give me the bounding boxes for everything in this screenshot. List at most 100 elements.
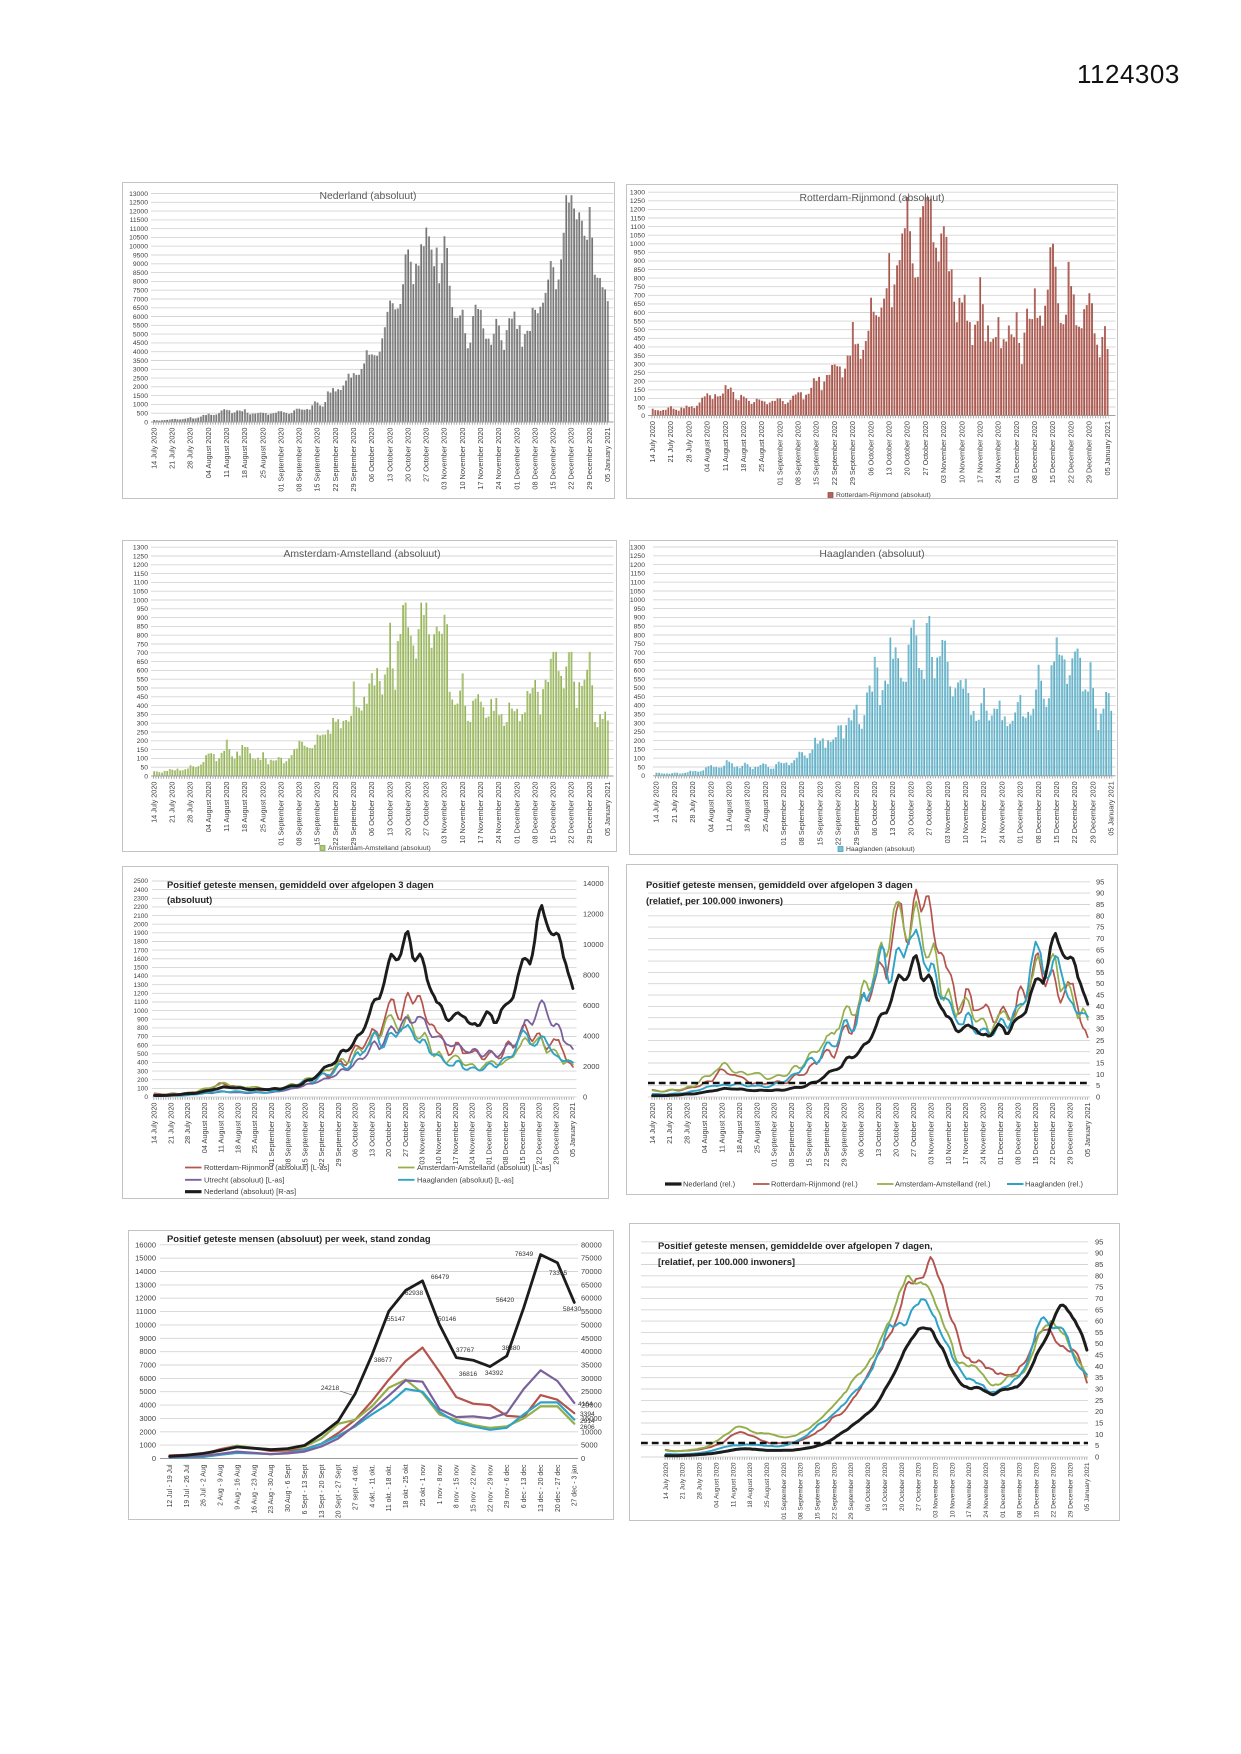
svg-text:Haaglanden (absoluut) [L-as]: Haaglanden (absoluut) [L-as]: [417, 1175, 514, 1184]
svg-text:900: 900: [634, 258, 646, 265]
svg-text:29 December 2020: 29 December 2020: [1067, 1462, 1074, 1518]
svg-text:66479: 66479: [431, 1274, 450, 1281]
svg-text:50: 50: [1095, 1339, 1103, 1348]
svg-text:45000: 45000: [581, 1334, 602, 1343]
svg-text:17 November 2020: 17 November 2020: [979, 781, 988, 843]
svg-text:18 August 2020: 18 August 2020: [747, 1462, 754, 1508]
svg-text:Nederland (absoluut): Nederland (absoluut): [319, 191, 416, 202]
svg-text:28 July 2020: 28 July 2020: [186, 428, 195, 469]
svg-text:200: 200: [137, 738, 149, 745]
svg-text:15 nov - 22 nov: 15 nov - 22 nov: [471, 1464, 478, 1512]
svg-text:3500: 3500: [133, 358, 148, 365]
svg-text:50146: 50146: [438, 1316, 457, 1323]
svg-text:25: 25: [1095, 1396, 1103, 1405]
svg-text:900: 900: [634, 615, 646, 622]
svg-text:2000: 2000: [133, 384, 148, 391]
svg-text:650: 650: [634, 659, 646, 666]
svg-text:1000: 1000: [139, 1441, 156, 1450]
svg-text:22 September 2020: 22 September 2020: [331, 782, 340, 846]
svg-text:13 October 2020: 13 October 2020: [367, 1103, 376, 1157]
svg-text:8500: 8500: [133, 270, 148, 277]
svg-text:850: 850: [634, 267, 646, 274]
svg-text:29 December 2020: 29 December 2020: [1066, 1103, 1075, 1165]
svg-text:17 November 2020: 17 November 2020: [961, 1103, 970, 1165]
svg-text:28 July 2020: 28 July 2020: [688, 781, 697, 822]
svg-text:450: 450: [137, 694, 149, 701]
svg-text:03 November 2020: 03 November 2020: [440, 428, 449, 490]
svg-text:08 December 2020: 08 December 2020: [530, 428, 539, 490]
svg-text:400: 400: [137, 703, 149, 710]
svg-text:11 August 2020: 11 August 2020: [725, 781, 734, 831]
svg-text:13 October 2020: 13 October 2020: [885, 421, 894, 475]
svg-text:12000: 12000: [135, 1294, 156, 1303]
svg-text:04 August 2020: 04 August 2020: [204, 782, 213, 833]
svg-text:24 November 2020: 24 November 2020: [494, 782, 503, 844]
svg-text:29 September 2020: 29 September 2020: [334, 1103, 343, 1167]
svg-text:06 October 2020: 06 October 2020: [866, 421, 875, 475]
svg-text:Amsterdam-Amstelland (absoluut: Amsterdam-Amstelland (absoluut) [L-as]: [417, 1163, 551, 1172]
svg-text:21 July 2020: 21 July 2020: [166, 1103, 175, 1144]
svg-text:08 September 2020: 08 September 2020: [295, 782, 304, 846]
svg-text:15 September 2020: 15 September 2020: [313, 428, 322, 492]
svg-text:28 July 2020: 28 July 2020: [684, 421, 693, 462]
svg-text:0: 0: [152, 1454, 156, 1463]
svg-text:22 September 2020: 22 September 2020: [831, 1462, 838, 1519]
svg-text:20 dec - 27 dec: 20 dec - 27 dec: [555, 1464, 562, 1512]
svg-text:2 Aug - 9 Aug: 2 Aug - 9 Aug: [218, 1464, 225, 1506]
svg-text:1250: 1250: [630, 553, 645, 560]
svg-text:15: 15: [1095, 1419, 1103, 1428]
svg-text:15 September 2020: 15 September 2020: [313, 782, 322, 846]
svg-text:95: 95: [1096, 877, 1104, 886]
svg-text:5000: 5000: [133, 331, 148, 338]
svg-text:60000: 60000: [581, 1294, 602, 1303]
svg-text:350: 350: [137, 712, 149, 719]
svg-text:28 July 2020: 28 July 2020: [683, 1103, 692, 1144]
svg-text:08 September 2020: 08 September 2020: [787, 1103, 796, 1167]
svg-text:550: 550: [634, 318, 646, 325]
svg-text:18 August 2020: 18 August 2020: [735, 1103, 744, 1154]
svg-text:06 October 2020: 06 October 2020: [351, 1103, 360, 1157]
svg-text:650: 650: [137, 659, 149, 666]
svg-text:27 October 2020: 27 October 2020: [909, 1103, 918, 1157]
svg-text:11 August 2020: 11 August 2020: [730, 1462, 737, 1507]
svg-text:21 July 2020: 21 July 2020: [665, 1103, 674, 1144]
svg-text:01 December 2020: 01 December 2020: [484, 1103, 493, 1165]
svg-text:01 December 2020: 01 December 2020: [512, 782, 521, 844]
svg-text:1050: 1050: [133, 589, 148, 596]
svg-text:1200: 1200: [630, 207, 645, 214]
svg-text:Utrecht (absoluut) [L-as]: Utrecht (absoluut) [L-as]: [204, 1175, 284, 1184]
svg-text:5: 5: [1095, 1441, 1099, 1450]
svg-text:13 October 2020: 13 October 2020: [882, 1462, 889, 1511]
svg-text:350: 350: [634, 353, 646, 360]
svg-text:750: 750: [634, 284, 646, 291]
svg-text:20 October 2020: 20 October 2020: [403, 428, 412, 482]
svg-text:500: 500: [634, 327, 646, 334]
svg-text:Nederland (rel.): Nederland (rel.): [683, 1180, 736, 1189]
svg-text:06 October 2020: 06 October 2020: [865, 1462, 872, 1511]
svg-text:10 November 2020: 10 November 2020: [949, 1462, 956, 1518]
svg-text:1000: 1000: [134, 1008, 149, 1015]
svg-text:750: 750: [634, 641, 646, 648]
svg-text:950: 950: [634, 250, 646, 257]
svg-text:01 December 2020: 01 December 2020: [1012, 421, 1021, 483]
svg-text:29 December 2020: 29 December 2020: [551, 1103, 560, 1165]
svg-text:01 December 2020: 01 December 2020: [996, 1103, 1005, 1165]
svg-text:15 December 2020: 15 December 2020: [1031, 1103, 1040, 1165]
svg-text:Amsterdam-Amstelland (rel.): Amsterdam-Amstelland (rel.): [895, 1180, 991, 1189]
svg-text:55000: 55000: [581, 1307, 602, 1316]
svg-text:20 October 2020: 20 October 2020: [384, 1103, 393, 1157]
svg-text:17 November 2020: 17 November 2020: [976, 421, 985, 483]
svg-text:08 September 2020: 08 September 2020: [798, 1462, 805, 1519]
svg-text:0: 0: [641, 773, 645, 780]
svg-text:18 August 2020: 18 August 2020: [233, 1103, 242, 1154]
svg-text:250: 250: [634, 370, 646, 377]
svg-text:200: 200: [137, 1077, 148, 1084]
svg-text:100: 100: [137, 1086, 148, 1093]
svg-text:0: 0: [641, 413, 645, 420]
svg-text:800: 800: [137, 633, 149, 640]
svg-text:6 Sept - 13 Sept: 6 Sept - 13 Sept: [302, 1464, 309, 1514]
svg-text:15 December 2020: 15 December 2020: [1048, 421, 1057, 483]
svg-text:1300: 1300: [133, 545, 148, 552]
svg-text:10 November 2020: 10 November 2020: [944, 1103, 953, 1165]
svg-text:550: 550: [137, 677, 149, 684]
